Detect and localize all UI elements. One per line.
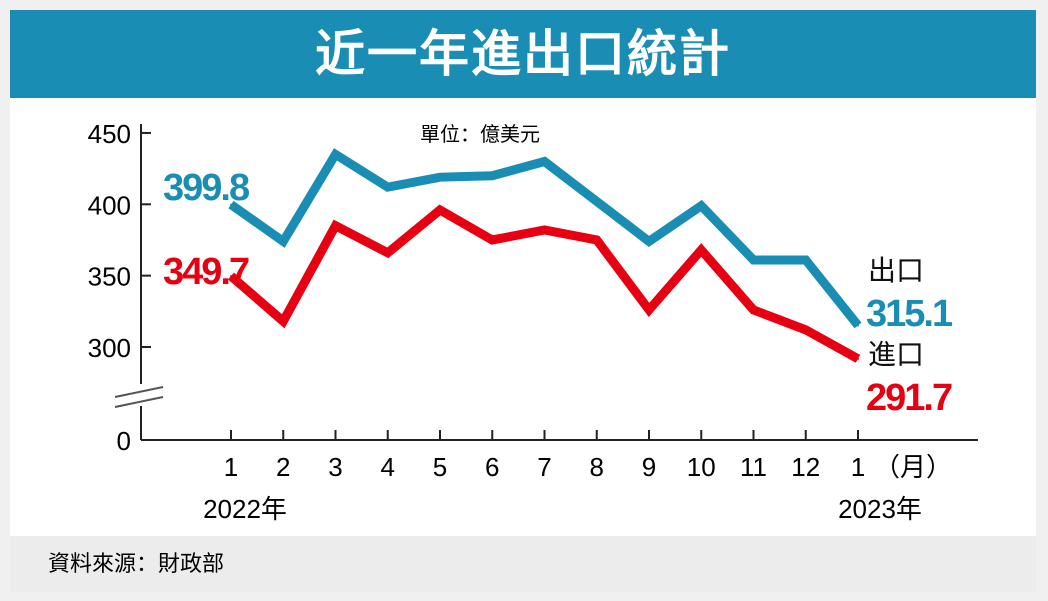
x-tick-label: 11 [740,452,767,482]
year-label-2022: 2022年 [203,494,287,524]
data-point [595,238,598,241]
data-point [334,224,337,227]
end-value-label: 315.1 [866,293,953,335]
data-point [491,174,494,177]
data-point [439,176,441,179]
series-name-label: 進口 [868,339,924,370]
data-point [230,275,232,278]
x-tick-label: 12 [791,452,820,482]
y-tick-label: 350 [88,262,131,292]
x-tick-label: 6 [485,452,499,482]
x-tick-label: 2 [276,452,290,482]
unit-label: 單位：億美元 [420,123,540,146]
data-point [439,209,441,212]
data-point [804,258,807,261]
data-point [543,160,546,163]
end-value-label: 291.7 [866,377,952,419]
start-value-label: 349.7 [163,251,249,293]
x-tick-label: 5 [433,452,447,482]
data-point [648,240,650,243]
data-point [752,258,755,261]
data-point [491,238,494,241]
data-point [386,186,389,189]
x-tick-label: 3 [328,452,342,482]
x-tick-label: 9 [642,452,656,482]
axis-break-mark [114,386,164,398]
start-value-label: 399.8 [163,167,249,209]
data-point [700,204,703,207]
data-point [752,308,755,311]
data-point [648,308,650,311]
data-point [700,248,703,251]
data-point [595,200,598,203]
data-point [282,240,285,243]
data-point [804,328,807,331]
x-tick-label: 4 [381,452,395,482]
chart-title: 近一年進出口統計 [10,10,1036,98]
x-tick-label: 8 [590,452,604,482]
data-point [857,324,859,327]
data-point [334,153,337,156]
series-name-label: 出口 [868,255,924,286]
source-note: 資料來源：財政部 [10,536,1036,592]
data-point [857,357,859,360]
series-line-import [228,204,861,363]
data-point [282,320,285,323]
axis-break-mark [114,396,164,408]
y-tick-label: 300 [88,333,131,363]
x-tick-label: 7 [537,452,551,482]
y-tick-label: 0 [117,426,131,456]
month-suffix: （月） [874,452,952,482]
y-tick-label: 400 [88,190,131,220]
year-label-2023: 2023年 [838,494,922,524]
data-point [543,228,546,231]
y-tick-label: 450 [88,119,131,149]
x-tick-label: 10 [687,452,716,482]
chart-frame: 近一年進出口統計 資料來源：財政部 [10,10,1036,592]
x-tick-label: 1 [224,452,238,482]
data-point [386,251,389,254]
data-point [230,203,232,206]
x-tick-label: 1 [851,452,865,482]
